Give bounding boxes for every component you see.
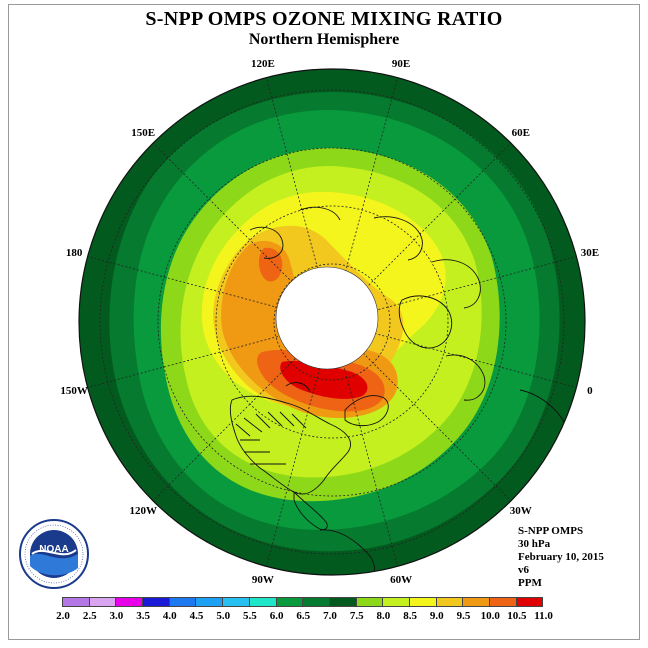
- longitude-label: 0: [587, 385, 593, 398]
- legend-swatch: [62, 597, 90, 607]
- info-date: February 10, 2015: [518, 551, 604, 563]
- legend-label: 3.5: [136, 610, 150, 622]
- longitude-label: 150W: [60, 385, 88, 398]
- legend-label: 11.0: [534, 610, 553, 622]
- legend-label: 3.0: [109, 610, 124, 622]
- legend-label: 9.5: [456, 610, 471, 622]
- legend-swatch: [168, 597, 197, 607]
- coastlines: [229, 206, 569, 575]
- legend-label: 7.0: [323, 610, 337, 622]
- legend-label: 6.0: [269, 610, 284, 622]
- longitude-label: 30W: [509, 504, 532, 517]
- legend-swatch: [435, 597, 464, 607]
- legend-swatch: [515, 597, 544, 607]
- longitude-label: 120E: [250, 58, 275, 71]
- legend-swatch: [328, 597, 357, 607]
- legend-swatch: [382, 597, 410, 607]
- legend-label: 7.5: [349, 610, 364, 622]
- page-title: S-NPP OMPS OZONE MIXING RATIO: [145, 8, 503, 30]
- longitude-label: 120W: [129, 504, 157, 517]
- legend-swatches: [62, 597, 544, 607]
- logo-text: NOAA: [39, 544, 68, 555]
- longitude-label: 30E: [580, 246, 600, 259]
- legend-swatch: [489, 597, 517, 607]
- legend-label: 2.5: [82, 610, 97, 622]
- legend-swatch: [248, 597, 277, 607]
- legend-swatch: [195, 597, 224, 607]
- legend-swatch: [88, 597, 117, 607]
- legend-swatch: [275, 597, 304, 607]
- legend-label: 4.5: [189, 610, 204, 622]
- legend-label: 5.5: [243, 610, 257, 622]
- noaa-logo-icon: NOAA: [19, 519, 89, 589]
- longitude-label: 150E: [131, 127, 156, 140]
- legend-label: 8.0: [376, 610, 391, 622]
- legend-label: 10.0: [480, 610, 500, 622]
- legend-label: 5.0: [216, 610, 231, 622]
- legend-swatch: [222, 597, 250, 607]
- color-legend: [62, 597, 544, 607]
- page-subtitle: Northern Hemisphere: [248, 31, 400, 48]
- latitude-grid: [99, 89, 565, 555]
- info-units: PPM: [518, 577, 542, 589]
- legend-swatch: [408, 597, 437, 607]
- legend-label: 2.0: [56, 610, 70, 622]
- longitude-label: 60W: [390, 573, 413, 586]
- info-version: v6: [518, 564, 529, 576]
- legend-label: 4.0: [162, 610, 177, 622]
- legend-label: 8.5: [403, 610, 417, 622]
- info-instrument: S-NPP OMPS: [518, 525, 584, 537]
- longitude-label: 60E: [511, 127, 530, 140]
- legend-label: 6.5: [296, 610, 311, 622]
- info-level: 30 hPa: [518, 538, 551, 550]
- legend-labels: 2.0 2.5 3.0 3.5 4.0 4.5 5.0 5.5 6.0 6.5 7.0 7.5 8.0 8…: [56, 610, 582, 624]
- map-boundary: [78, 68, 586, 576]
- figure-frame: [8, 4, 640, 640]
- longitude-label: 90E: [391, 58, 411, 71]
- ozone-band-10-5: [280, 360, 368, 399]
- legend-swatch: [355, 597, 384, 607]
- legend-label: 10.5: [507, 610, 527, 622]
- longitude-label: 180: [65, 246, 83, 259]
- info-block: S-NPP OMPS 30 hPa February 10, 2015 v6 P…: [518, 525, 604, 590]
- legend-label: 9.0: [429, 610, 444, 622]
- legend-swatch: [115, 597, 144, 607]
- legend-swatch: [142, 597, 170, 607]
- legend-swatch: [462, 597, 490, 607]
- legend-swatch: [302, 597, 330, 607]
- polar-night-mask: [275, 266, 379, 370]
- longitude-label: 90W: [251, 573, 274, 586]
